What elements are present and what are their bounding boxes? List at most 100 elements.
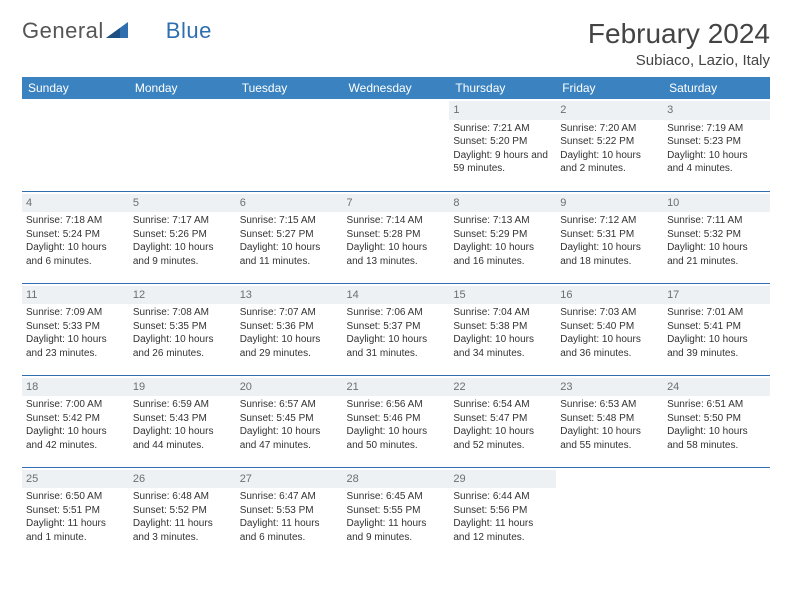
sunrise-text: Sunrise: 7:20 AM: [560, 122, 659, 136]
sunrise-text: Sunrise: 7:14 AM: [347, 214, 446, 228]
sunset-text: Sunset: 5:41 PM: [667, 320, 766, 334]
daylight-text: Daylight: 11 hours and 6 minutes.: [240, 517, 339, 544]
day-number: 15: [449, 286, 556, 305]
day-cell: [556, 467, 663, 559]
logo-triangle-icon: [106, 18, 128, 44]
sunset-text: Sunset: 5:20 PM: [453, 135, 552, 149]
sunrise-text: Sunrise: 6:47 AM: [240, 490, 339, 504]
day-cell: [129, 99, 236, 191]
daylight-text: Daylight: 10 hours and 11 minutes.: [240, 241, 339, 268]
daylight-text: Daylight: 10 hours and 36 minutes.: [560, 333, 659, 360]
daylight-text: Daylight: 10 hours and 39 minutes.: [667, 333, 766, 360]
sunset-text: Sunset: 5:47 PM: [453, 412, 552, 426]
daylight-text: Daylight: 10 hours and 31 minutes.: [347, 333, 446, 360]
daylight-text: Daylight: 11 hours and 3 minutes.: [133, 517, 232, 544]
day-number: 16: [556, 286, 663, 305]
sunset-text: Sunset: 5:26 PM: [133, 228, 232, 242]
daylight-text: Daylight: 11 hours and 1 minute.: [26, 517, 125, 544]
day-number: 25: [22, 470, 129, 489]
sunset-text: Sunset: 5:29 PM: [453, 228, 552, 242]
day-number: 26: [129, 470, 236, 489]
sunrise-text: Sunrise: 7:07 AM: [240, 306, 339, 320]
day-number: 3: [663, 101, 770, 120]
day-cell: 19Sunrise: 6:59 AMSunset: 5:43 PMDayligh…: [129, 375, 236, 467]
sunset-text: Sunset: 5:37 PM: [347, 320, 446, 334]
sunrise-text: Sunrise: 7:13 AM: [453, 214, 552, 228]
daylight-text: Daylight: 10 hours and 34 minutes.: [453, 333, 552, 360]
sunrise-text: Sunrise: 7:01 AM: [667, 306, 766, 320]
sunrise-text: Sunrise: 7:19 AM: [667, 122, 766, 136]
daylight-text: Daylight: 10 hours and 52 minutes.: [453, 425, 552, 452]
weekday-header: Saturday: [663, 77, 770, 99]
sunset-text: Sunset: 5:22 PM: [560, 135, 659, 149]
sunset-text: Sunset: 5:38 PM: [453, 320, 552, 334]
day-cell: 21Sunrise: 6:56 AMSunset: 5:46 PMDayligh…: [343, 375, 450, 467]
logo: General Blue: [22, 18, 212, 44]
day-cell: 13Sunrise: 7:07 AMSunset: 5:36 PMDayligh…: [236, 283, 343, 375]
week-row: 4Sunrise: 7:18 AMSunset: 5:24 PMDaylight…: [22, 191, 770, 283]
daylight-text: Daylight: 10 hours and 55 minutes.: [560, 425, 659, 452]
sunrise-text: Sunrise: 7:04 AM: [453, 306, 552, 320]
daylight-text: Daylight: 10 hours and 26 minutes.: [133, 333, 232, 360]
week-row: 11Sunrise: 7:09 AMSunset: 5:33 PMDayligh…: [22, 283, 770, 375]
sunrise-text: Sunrise: 6:50 AM: [26, 490, 125, 504]
sunrise-text: Sunrise: 6:56 AM: [347, 398, 446, 412]
daylight-text: Daylight: 10 hours and 9 minutes.: [133, 241, 232, 268]
location: Subiaco, Lazio, Italy: [588, 52, 770, 69]
day-cell: 5Sunrise: 7:17 AMSunset: 5:26 PMDaylight…: [129, 191, 236, 283]
logo-text-1: General: [22, 18, 104, 44]
daylight-text: Daylight: 10 hours and 50 minutes.: [347, 425, 446, 452]
day-cell: 4Sunrise: 7:18 AMSunset: 5:24 PMDaylight…: [22, 191, 129, 283]
sunset-text: Sunset: 5:28 PM: [347, 228, 446, 242]
day-number: 27: [236, 470, 343, 489]
sunset-text: Sunset: 5:53 PM: [240, 504, 339, 518]
day-number: 5: [129, 194, 236, 213]
day-cell: 10Sunrise: 7:11 AMSunset: 5:32 PMDayligh…: [663, 191, 770, 283]
day-cell: 28Sunrise: 6:45 AMSunset: 5:55 PMDayligh…: [343, 467, 450, 559]
title-block: February 2024 Subiaco, Lazio, Italy: [588, 18, 770, 69]
day-cell: 25Sunrise: 6:50 AMSunset: 5:51 PMDayligh…: [22, 467, 129, 559]
day-cell: 17Sunrise: 7:01 AMSunset: 5:41 PMDayligh…: [663, 283, 770, 375]
daylight-text: Daylight: 10 hours and 42 minutes.: [26, 425, 125, 452]
day-number: 11: [22, 286, 129, 305]
day-number: 17: [663, 286, 770, 305]
day-cell: 2Sunrise: 7:20 AMSunset: 5:22 PMDaylight…: [556, 99, 663, 191]
day-cell: 23Sunrise: 6:53 AMSunset: 5:48 PMDayligh…: [556, 375, 663, 467]
day-cell: 29Sunrise: 6:44 AMSunset: 5:56 PMDayligh…: [449, 467, 556, 559]
daylight-text: Daylight: 10 hours and 21 minutes.: [667, 241, 766, 268]
sunset-text: Sunset: 5:23 PM: [667, 135, 766, 149]
sunset-text: Sunset: 5:51 PM: [26, 504, 125, 518]
logo-text-2: Blue: [166, 18, 212, 44]
daylight-text: Daylight: 10 hours and 29 minutes.: [240, 333, 339, 360]
day-cell: 26Sunrise: 6:48 AMSunset: 5:52 PMDayligh…: [129, 467, 236, 559]
week-row: 25Sunrise: 6:50 AMSunset: 5:51 PMDayligh…: [22, 467, 770, 559]
sunrise-text: Sunrise: 7:08 AM: [133, 306, 232, 320]
weekday-header: Sunday: [22, 77, 129, 99]
weekday-header: Thursday: [449, 77, 556, 99]
sunset-text: Sunset: 5:45 PM: [240, 412, 339, 426]
daylight-text: Daylight: 10 hours and 47 minutes.: [240, 425, 339, 452]
sunrise-text: Sunrise: 6:48 AM: [133, 490, 232, 504]
day-cell: [236, 99, 343, 191]
weekday-header: Wednesday: [343, 77, 450, 99]
daylight-text: Daylight: 10 hours and 4 minutes.: [667, 149, 766, 176]
daylight-text: Daylight: 11 hours and 12 minutes.: [453, 517, 552, 544]
sunset-text: Sunset: 5:36 PM: [240, 320, 339, 334]
week-row: 18Sunrise: 7:00 AMSunset: 5:42 PMDayligh…: [22, 375, 770, 467]
sunrise-text: Sunrise: 7:17 AM: [133, 214, 232, 228]
day-cell: 7Sunrise: 7:14 AMSunset: 5:28 PMDaylight…: [343, 191, 450, 283]
day-cell: 11Sunrise: 7:09 AMSunset: 5:33 PMDayligh…: [22, 283, 129, 375]
day-cell: 3 Sunrise: 7:19 AMSunset: 5:23 PMDaylight…: [663, 99, 770, 191]
day-number: 23: [556, 378, 663, 397]
day-number: 1: [449, 101, 556, 120]
day-cell: 20Sunrise: 6:57 AMSunset: 5:45 PMDayligh…: [236, 375, 343, 467]
sunset-text: Sunset: 5:42 PM: [26, 412, 125, 426]
sunset-text: Sunset: 5:52 PM: [133, 504, 232, 518]
daylight-text: Daylight: 10 hours and 2 minutes.: [560, 149, 659, 176]
day-cell: [343, 99, 450, 191]
daylight-text: Daylight: 10 hours and 44 minutes.: [133, 425, 232, 452]
sunrise-text: Sunrise: 6:54 AM: [453, 398, 552, 412]
day-cell: 24Sunrise: 6:51 AMSunset: 5:50 PMDayligh…: [663, 375, 770, 467]
weekday-row: Sunday Monday Tuesday Wednesday Thursday…: [22, 77, 770, 99]
day-cell: 22Sunrise: 6:54 AMSunset: 5:47 PMDayligh…: [449, 375, 556, 467]
